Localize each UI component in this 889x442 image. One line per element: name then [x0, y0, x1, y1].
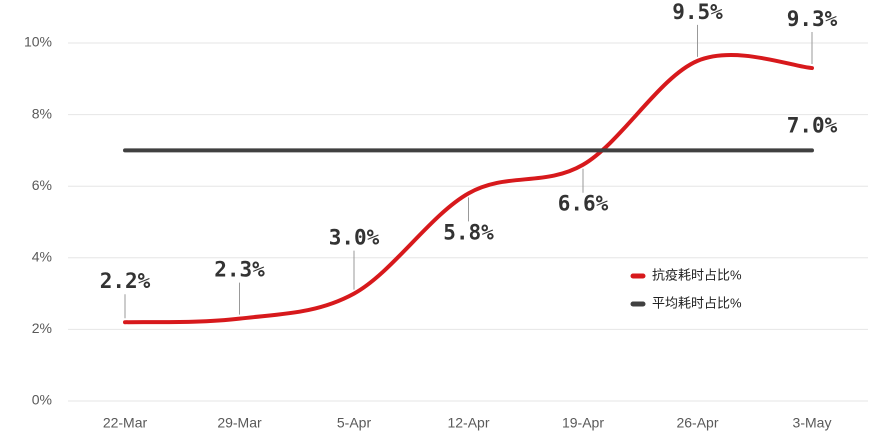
x-tick-label: 12-Apr — [447, 415, 489, 431]
legend-label: 抗疫耗时占比% — [652, 267, 742, 282]
x-tick-label: 29-Mar — [217, 415, 262, 431]
x-tick-label: 5-Apr — [337, 415, 372, 431]
value-label: 6.6% — [558, 192, 609, 216]
value-label: 2.2% — [100, 269, 151, 293]
legend-label: 平均耗时占比% — [652, 295, 742, 310]
value-label: 5.8% — [443, 220, 494, 244]
series-line — [123, 53, 814, 325]
x-tick-label: 19-Apr — [562, 415, 604, 431]
value-label: 9.5% — [672, 0, 723, 24]
x-tick-label: 3-May — [793, 415, 832, 431]
y-tick-label: 2% — [32, 320, 52, 336]
y-tick-label: 8% — [32, 105, 52, 121]
value-label: 3.0% — [329, 226, 380, 250]
y-tick-label: 4% — [32, 249, 52, 265]
value-label: 2.3% — [214, 258, 265, 282]
y-tick-label: 10% — [24, 34, 52, 50]
x-tick-label: 22-Mar — [103, 415, 148, 431]
y-tick-label: 0% — [32, 392, 52, 408]
value-label: 9.3% — [787, 7, 838, 31]
value-label: 7.0% — [787, 113, 838, 137]
y-tick-label: 6% — [32, 177, 52, 193]
x-tick-label: 26-Apr — [676, 415, 718, 431]
